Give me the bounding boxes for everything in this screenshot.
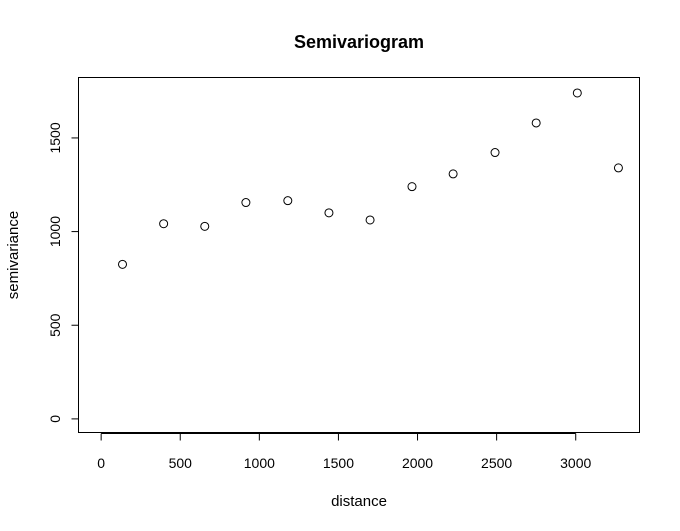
data-point — [118, 259, 128, 269]
data-point — [200, 221, 210, 231]
x-tick-label: 0 — [97, 455, 105, 471]
data-point — [365, 215, 375, 225]
y-tick-label: 1500 — [47, 122, 63, 153]
x-tick-label: 1000 — [244, 455, 275, 471]
data-point — [572, 88, 582, 98]
data-point — [531, 118, 541, 128]
data-point — [613, 163, 623, 173]
data-point — [448, 169, 458, 179]
x-tick-label: 2500 — [481, 455, 512, 471]
data-point — [490, 148, 500, 158]
y-axis-label: semivariance — [5, 211, 22, 299]
x-axis: 0 500 1000 1500 2000 2500 3000 — [97, 433, 592, 471]
x-axis-label: distance — [331, 493, 387, 510]
y-tick-label: 1000 — [47, 216, 63, 247]
x-tick-label: 2000 — [402, 455, 433, 471]
data-point — [159, 219, 169, 229]
y-axis: 0 500 1000 1500 — [47, 122, 79, 423]
y-tick-label: 0 — [47, 415, 63, 423]
data-point — [241, 198, 251, 208]
data-points — [118, 88, 623, 269]
x-tick-label: 3000 — [560, 455, 591, 471]
chart-title: Semivariogram — [294, 32, 424, 52]
data-point — [407, 182, 417, 192]
x-tick-label: 500 — [169, 455, 193, 471]
x-tick-label: 1500 — [323, 455, 354, 471]
plot-area — [78, 77, 640, 433]
data-point — [324, 208, 334, 218]
data-point — [283, 196, 293, 206]
y-tick-label: 500 — [47, 313, 63, 337]
